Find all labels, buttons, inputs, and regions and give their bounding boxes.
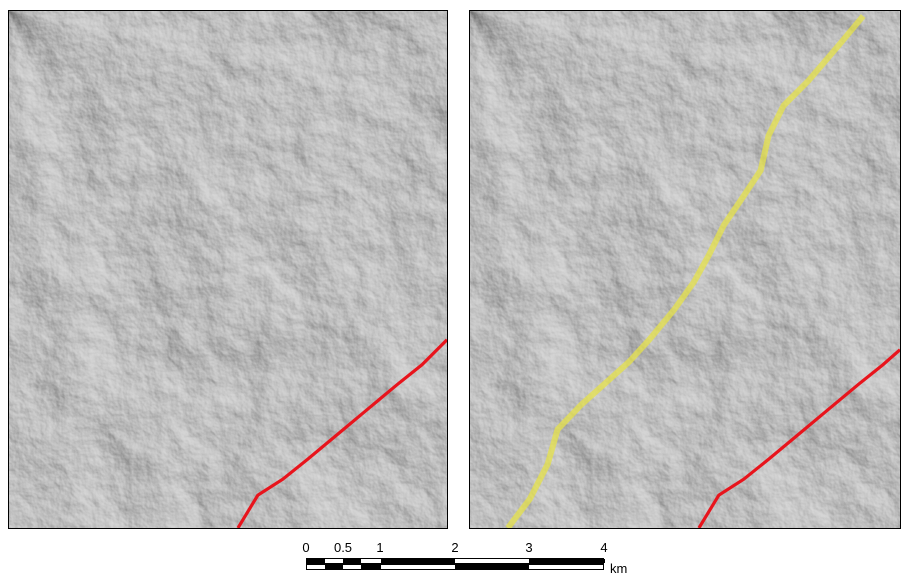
hillshade-map-left-svg xyxy=(9,11,447,528)
scale-bar-top-row xyxy=(306,558,605,564)
lineament-line xyxy=(505,14,866,528)
scale-tick-0: 0 xyxy=(302,540,310,555)
scale-bar: 0 0.5 1 2 3 4 km xyxy=(300,540,640,577)
fault-line xyxy=(236,338,447,528)
scale-tick-2: 2 xyxy=(451,540,459,555)
fault-line xyxy=(697,348,900,528)
hillshade-relief xyxy=(9,11,447,528)
scale-tick-4: 4 xyxy=(600,540,608,555)
scale-tick-0-5: 0.5 xyxy=(333,540,353,555)
hillshade-map-right xyxy=(469,10,901,529)
scale-bar-bottom-row xyxy=(306,564,604,570)
hillshade-relief xyxy=(470,11,900,528)
scale-tick-1: 1 xyxy=(376,540,384,555)
hillshade-map-right-svg xyxy=(470,11,900,528)
scale-tick-3: 3 xyxy=(525,540,533,555)
hillshade-map-left xyxy=(8,10,448,529)
scale-unit-label: km xyxy=(610,561,628,576)
